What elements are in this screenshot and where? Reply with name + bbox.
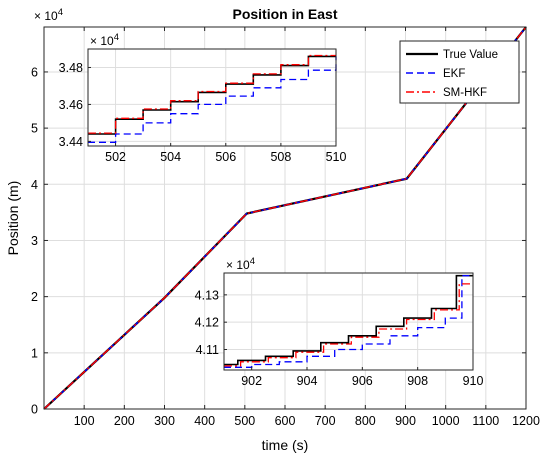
inset-top-exponent-label: × 104 <box>90 32 119 48</box>
inset-top-y-tick-label: 3.46 <box>59 98 83 112</box>
y-tick-label: 0 <box>31 403 38 417</box>
x-tick-label: 300 <box>154 414 175 428</box>
y-exponent-label: × 104 <box>34 7 63 23</box>
inset-top-x-tick-label: 504 <box>160 150 181 164</box>
chart-title: Position in East <box>232 6 337 22</box>
inset-top: 502 504 506 508 510 3.44 3.46 3.48 × 104 <box>59 32 347 164</box>
x-tick-label: 600 <box>275 414 296 428</box>
legend-label: SM-HKF <box>443 87 487 99</box>
legend-box <box>399 40 520 104</box>
y-tick-label: 6 <box>31 65 38 79</box>
inset-bottom-x-tick-label: 906 <box>352 374 373 388</box>
x-tick-label: 1100 <box>472 414 499 428</box>
inset-bottom-frame <box>223 272 474 371</box>
inset-bottom-series-ekf <box>224 275 473 368</box>
y-axis-label: Position (m) <box>5 181 21 256</box>
y-tick-label: 4 <box>31 178 38 192</box>
inset-top-series-sm-hkf <box>88 54 336 134</box>
inset-bottom-x-tick-label: 908 <box>407 374 428 388</box>
y-tick-label: 5 <box>31 122 38 136</box>
inset-bottom-area <box>224 273 473 370</box>
x-tick-label: 900 <box>395 414 416 428</box>
inset-top-area <box>88 49 336 146</box>
inset-top-y-tick-label: 3.48 <box>59 61 83 75</box>
x-tick-label: 800 <box>355 414 376 428</box>
series-line-ekf <box>43 26 527 410</box>
x-tick-label: 400 <box>194 414 215 428</box>
inset-top-x-tick-label: 510 <box>326 150 347 164</box>
y-tick-label: 2 <box>31 290 38 304</box>
inset-bottom-exponent-label: × 104 <box>226 256 255 272</box>
legend-label: EKF <box>443 68 465 80</box>
inset-bottom-y-tick-label: 4.12 <box>195 316 219 330</box>
legend-label: True Value <box>443 49 498 61</box>
inset-top-frame <box>87 48 337 147</box>
x-axis-label: time (s) <box>262 437 309 453</box>
inset-top-x-tick-label: 506 <box>215 150 236 164</box>
y-tick-label: 1 <box>31 346 38 360</box>
inset-top-series-true-value <box>88 55 336 135</box>
x-tick-label: 100 <box>74 414 95 428</box>
x-tick-label: 1000 <box>432 414 460 428</box>
inset-bottom-x-tick-label: 904 <box>297 374 318 388</box>
inset-bottom-y-tick-label: 4.11 <box>196 343 219 357</box>
inset-bottom: 902 904 906 908 910 4.11 4.12 4.13 × 104 <box>195 256 484 388</box>
inset-bottom-series-sm-hkf <box>224 283 473 367</box>
x-tick-label: 500 <box>234 414 255 428</box>
inset-bottom-x-tick-label: 902 <box>241 374 262 388</box>
inset-top-x-tick-label: 508 <box>270 150 291 164</box>
x-tick-label: 1200 <box>512 414 540 428</box>
inset-bottom-series-true-value <box>224 274 473 366</box>
x-tick-label: 700 <box>315 414 336 428</box>
inset-top-x-tick-label: 502 <box>105 150 126 164</box>
y-tick-label: 3 <box>31 234 38 248</box>
inset-top-y-tick-label: 3.44 <box>59 135 83 149</box>
inset-bottom-x-tick-label: 910 <box>463 374 484 388</box>
inset-bottom-y-tick-label: 4.13 <box>195 288 219 302</box>
x-tick-label: 200 <box>114 414 135 428</box>
